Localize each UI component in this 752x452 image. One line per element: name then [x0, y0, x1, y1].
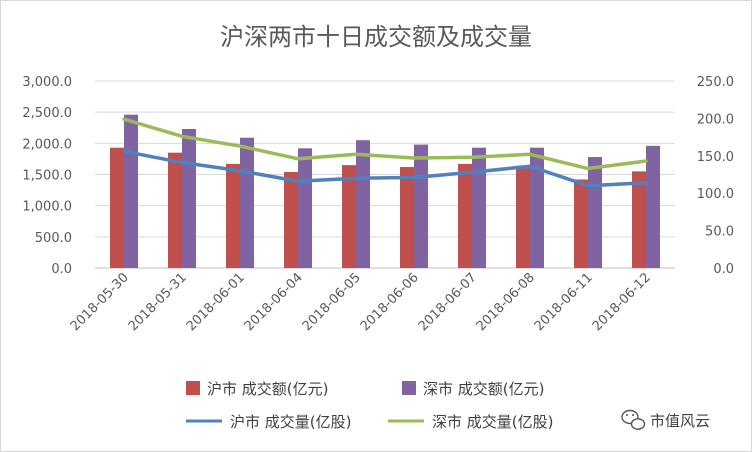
x-tick-label: 2018-06-06: [358, 270, 422, 334]
bar-sz-amount: [356, 140, 370, 268]
y-left-tick-label: 2,000.0: [22, 137, 72, 152]
y-right-tick-label: 0.0: [713, 262, 734, 277]
y-left-tick-label: 1,500.0: [22, 169, 72, 184]
legend-label-sz-volume: 深市 成交量(亿股): [432, 413, 553, 431]
bar-sh-amount: [110, 147, 124, 268]
y-axis-right: 0.0 50.0 100.0 150.0 200.0 250.0: [697, 75, 734, 277]
y-right-tick-label: 100.0: [697, 187, 734, 202]
bar-sz-amount: [124, 114, 138, 268]
y-left-tick-label: 2,500.0: [22, 106, 72, 121]
legend-label-sh-volume: 沪市 成交量(亿股): [230, 413, 351, 431]
line-sz-volume: [122, 117, 648, 171]
bar-sz-amount: [530, 147, 544, 268]
bar-sh-amount: [400, 167, 414, 268]
y-left-tick-label: 500.0: [35, 231, 72, 246]
x-tick-label: 2018-06-12: [590, 270, 654, 334]
x-tick-label: 2018-06-01: [184, 270, 248, 334]
bar-sz-amount: [182, 128, 196, 268]
bar-sz-amount: [646, 145, 660, 268]
bar-sz-amount: [472, 147, 486, 268]
x-tick-label: 2018-06-05: [300, 270, 364, 334]
bar-sz-amount: [414, 144, 428, 268]
y-right-tick-label: 250.0: [697, 75, 734, 90]
chart-title: 沪深两市十日成交额及成交量: [220, 23, 532, 51]
y-left-tick-label: 1,000.0: [22, 200, 72, 215]
x-tick-label: 2018-06-11: [532, 270, 596, 334]
x-tick-label: 2018-06-08: [474, 270, 538, 334]
y-right-tick-label: 50.0: [705, 225, 734, 240]
wechat-icon: [621, 409, 646, 430]
y-left-tick-label: 0.0: [51, 262, 72, 277]
bar-sz-amount: [298, 148, 312, 268]
bar-sh-amount: [168, 152, 182, 268]
legend: 沪市 成交额(亿元) 深市 成交额(亿元) 沪市 成交量(亿股) 深市 成交量(…: [186, 380, 553, 431]
bar-sh-amount: [516, 165, 530, 268]
watermark-text: 市值风云: [650, 412, 710, 430]
bar-sh-amount: [284, 172, 298, 268]
legend-swatch-sh-amount: [186, 381, 200, 395]
x-tick-label: 2018-06-04: [242, 270, 306, 334]
lines: [122, 117, 648, 188]
line-sh-volume: [122, 149, 648, 188]
bar-sh-amount: [574, 179, 588, 268]
y-right-tick-label: 200.0: [697, 112, 734, 127]
legend-label-sh-amount: 沪市 成交额(亿元): [207, 380, 328, 398]
watermark: 市值风云: [621, 409, 710, 430]
x-tick-label: 2018-06-07: [416, 270, 480, 334]
bar-sz-amount: [240, 137, 254, 268]
x-tick-label: 2018-05-30: [68, 270, 132, 334]
bar-sh-amount: [632, 171, 646, 268]
legend-label-sz-amount: 深市 成交额(亿元): [423, 380, 544, 398]
bar-sh-amount: [226, 163, 240, 268]
x-tick-label: 2018-05-31: [126, 270, 190, 334]
bar-sh-amount: [342, 165, 356, 268]
bar-sz-amount: [588, 157, 602, 268]
x-axis: 2018-05-302018-05-312018-06-012018-06-04…: [68, 270, 654, 334]
y-left-tick-label: 3,000.0: [22, 75, 72, 90]
bar-sh-amount: [458, 163, 472, 268]
legend-swatch-sz-amount: [402, 381, 416, 395]
y-right-tick-label: 150.0: [697, 150, 734, 165]
y-axis-left: 0.0 500.0 1,000.0 1,500.0 2,000.0 2,500.0 3,00…: [22, 75, 72, 277]
